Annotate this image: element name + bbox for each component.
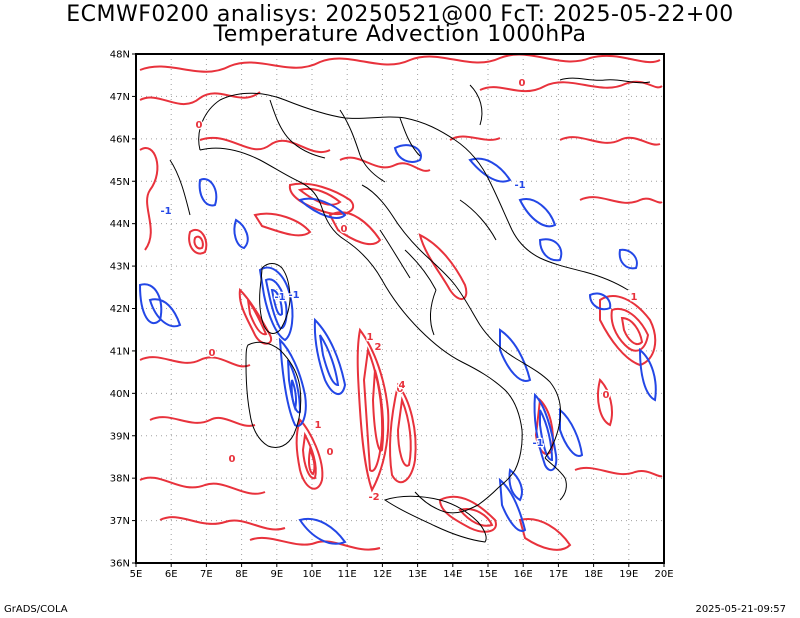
lon-tick-label: 7E	[200, 569, 213, 580]
contour-label: 1	[315, 420, 322, 431]
lat-tick-label: 40N	[110, 389, 130, 400]
contour-label: 2	[375, 342, 382, 353]
footer-right: 2025-05-21-09:57	[695, 604, 786, 615]
lat-tick-label: 45N	[110, 177, 130, 188]
contour-label: 0	[519, 78, 526, 89]
lon-tick-label: 20E	[654, 569, 673, 580]
contour-label: 4	[399, 380, 406, 391]
contour-label: 0	[397, 384, 404, 395]
lat-tick-label: 42N	[110, 304, 130, 315]
lat-tick-label: 43N	[110, 262, 130, 273]
contour-label: -1	[274, 292, 285, 303]
lon-tick-label: 19E	[619, 569, 638, 580]
lon-tick-label: 6E	[165, 569, 178, 580]
contour-label: -2	[368, 492, 379, 503]
lat-tick-label: 48N	[110, 50, 130, 61]
coastlines	[169, 77, 651, 543]
lat-tick-label: 38N	[110, 474, 130, 485]
lat-tick-label: 41N	[110, 346, 130, 357]
lat-tick-label: 36N	[110, 559, 130, 570]
lon-tick-label: 11E	[338, 569, 357, 580]
contour-label: 0	[327, 447, 334, 458]
axis-ticks: 5E 6E 7E 8E 9E 10E 11E 12E 13E 14E 15E 16E 17E 18E 19E…	[110, 50, 674, 581]
contour-label: 1	[631, 292, 638, 303]
map-grid	[136, 54, 664, 563]
lat-tick-label: 46N	[110, 134, 130, 145]
lon-tick-label: 13E	[408, 569, 427, 580]
lat-tick-label: 37N	[110, 516, 130, 527]
lon-tick-label: 15E	[478, 569, 497, 580]
contour-label: -1	[160, 206, 171, 217]
contour-label: -1	[514, 180, 525, 191]
lon-tick-label: 10E	[302, 569, 321, 580]
contour-label: 0	[209, 348, 216, 359]
map-subtitle: Temperature Advection 1000hPa	[213, 22, 587, 47]
footer-left: GrADS/COLA	[4, 604, 68, 615]
lon-tick-label: 16E	[514, 569, 533, 580]
lon-tick-label: 5E	[130, 569, 143, 580]
lon-tick-label: 12E	[373, 569, 392, 580]
contour-label: 0	[603, 390, 610, 401]
lat-tick-label: 44N	[110, 219, 130, 230]
lon-tick-label: 18E	[584, 569, 603, 580]
cold-advection-contours	[138, 144, 657, 545]
contour-label: 1	[367, 332, 374, 343]
contour-label: 0	[341, 224, 348, 235]
map-title: ECMWF0200 analisys: 20250521@00 FcT: 202…	[66, 2, 734, 27]
contour-label: 0	[229, 454, 236, 465]
contour-label: -1	[532, 438, 543, 449]
contour-label: 0	[196, 120, 203, 131]
lon-tick-label: 9E	[270, 569, 283, 580]
contour-label: -1	[288, 290, 299, 301]
lat-tick-label: 47N	[110, 92, 130, 103]
lon-tick-label: 17E	[549, 569, 568, 580]
warm-advection-contours	[139, 54, 663, 551]
lon-tick-label: 14E	[443, 569, 462, 580]
plot-frame	[135, 53, 665, 564]
lon-tick-label: 8E	[235, 569, 248, 580]
lat-tick-label: 39N	[110, 431, 130, 442]
